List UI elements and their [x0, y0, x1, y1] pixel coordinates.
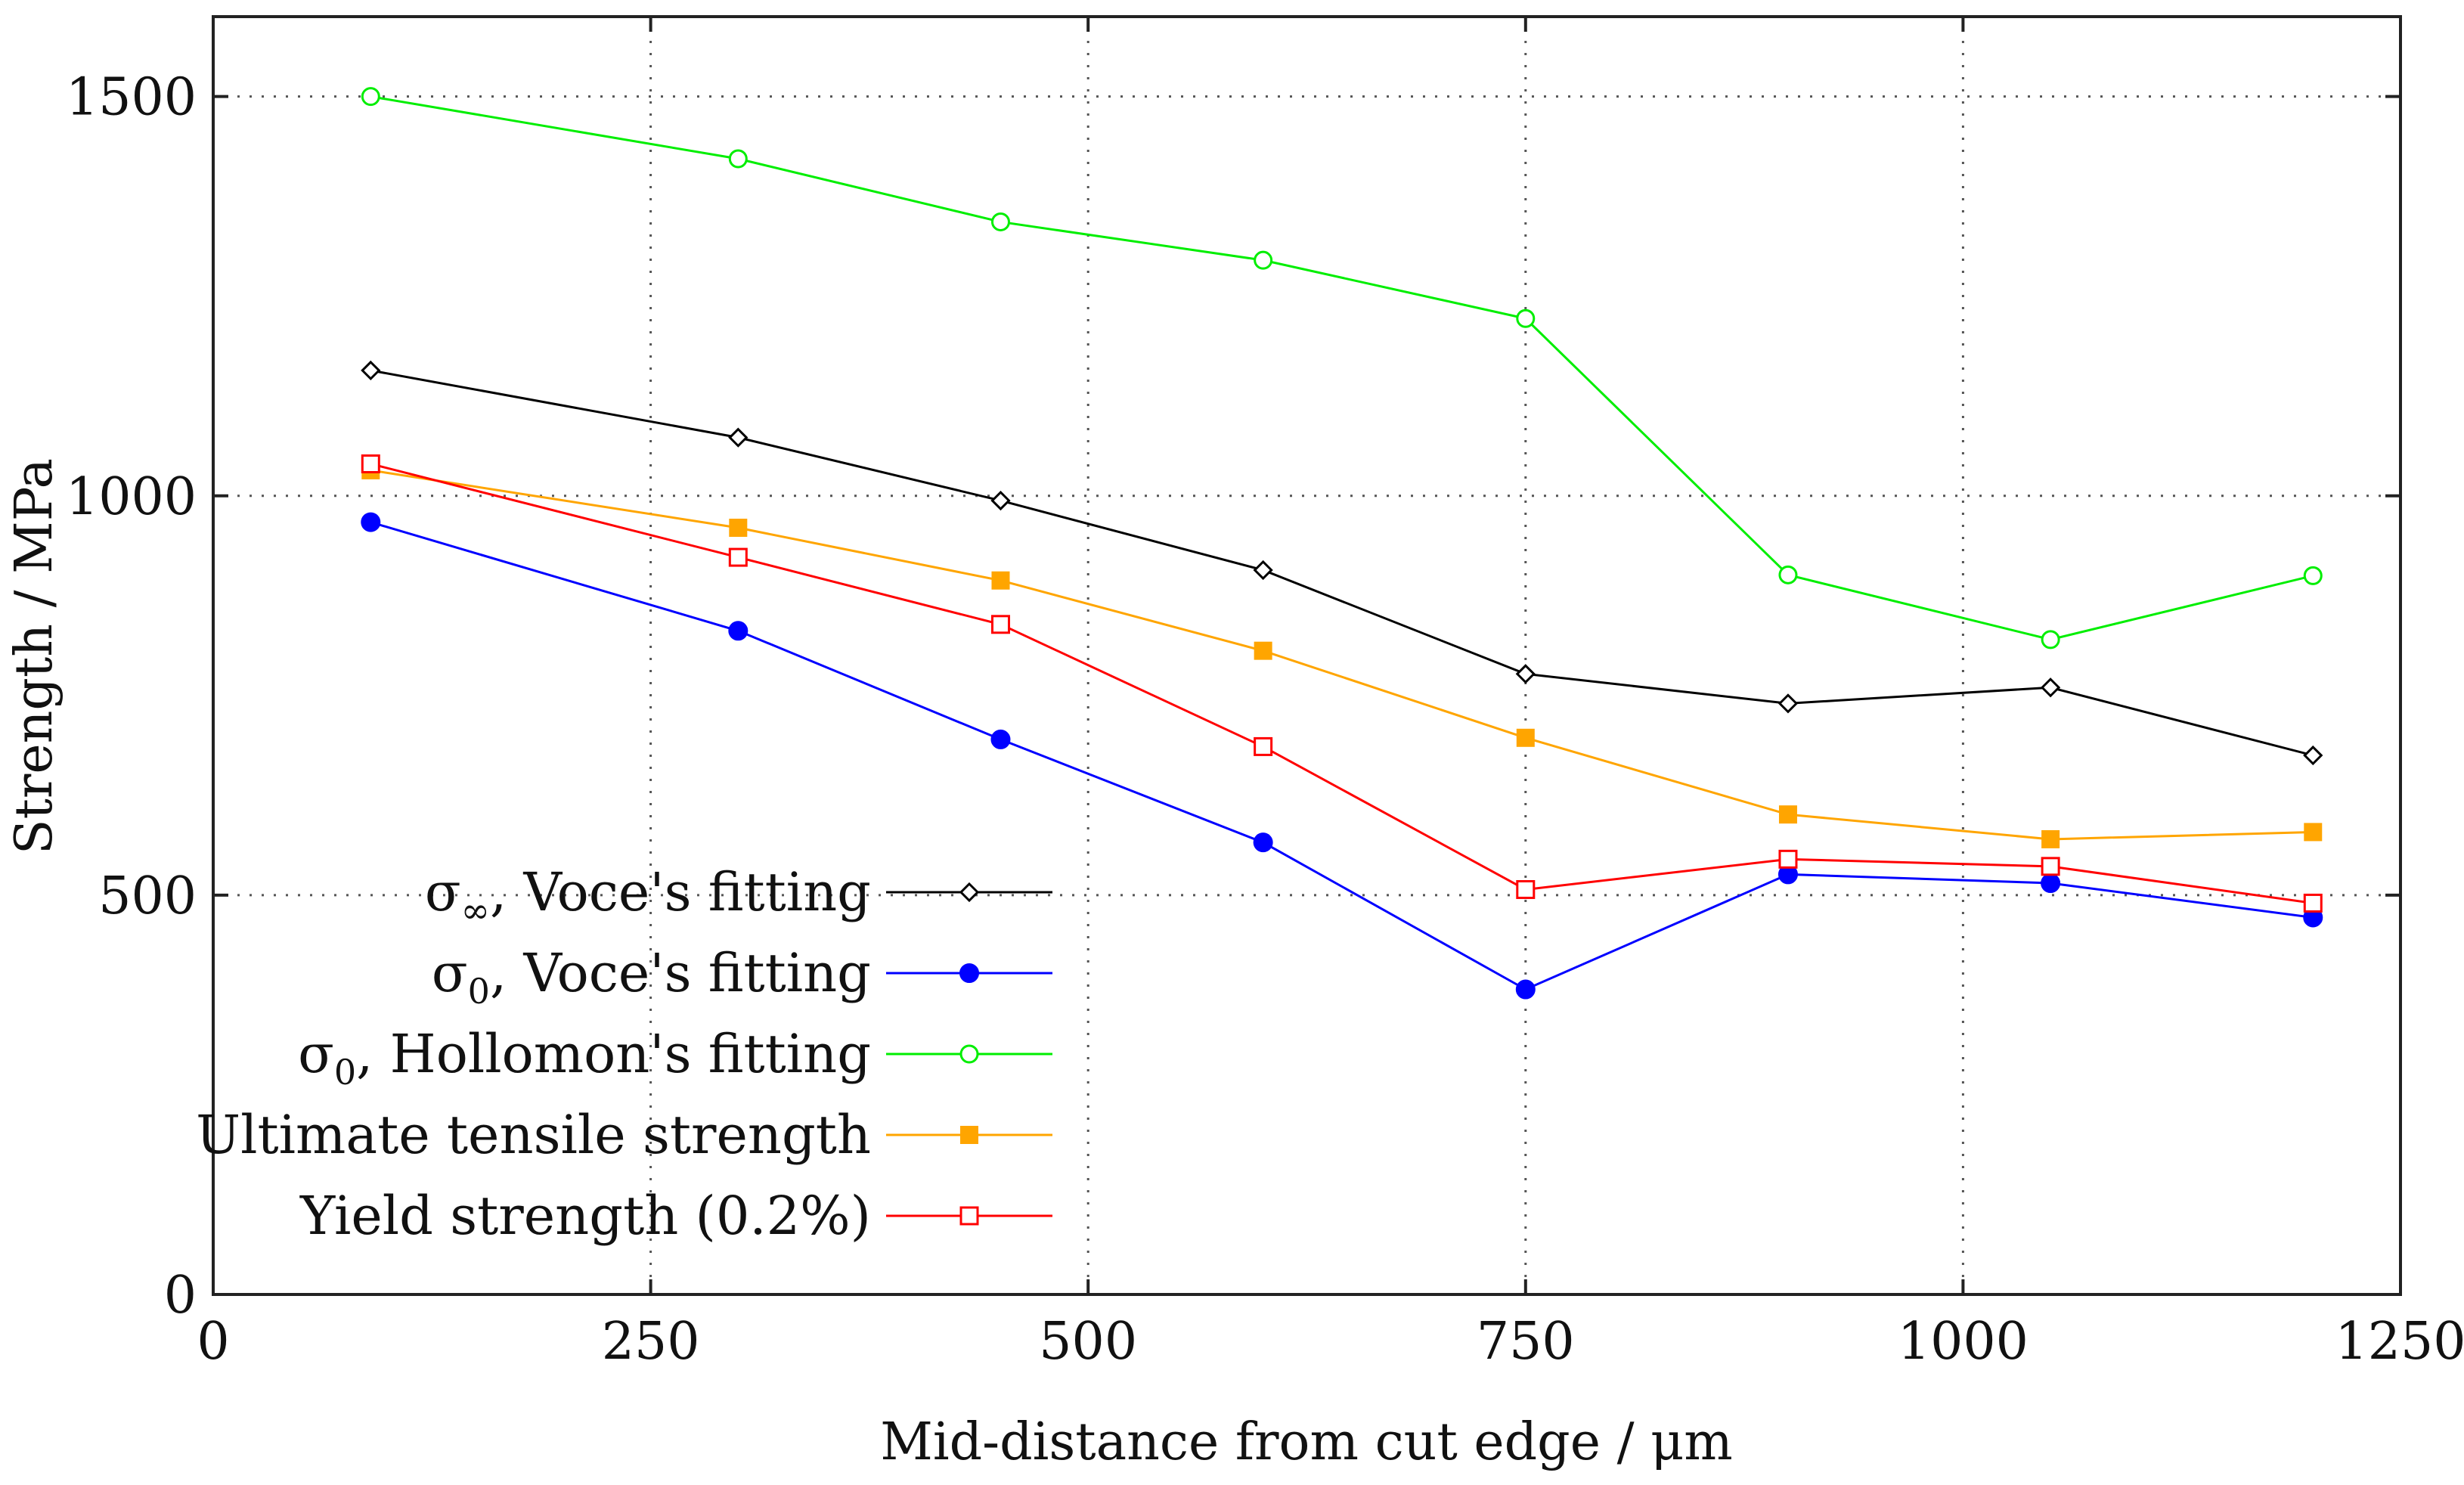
series-4-point-0 [361, 454, 380, 473]
series-3-point-1 [729, 519, 748, 537]
series-4-point-4 [1516, 879, 1536, 899]
axis-ticks: 0 250 500 750 1000 1250 0 500 1000 1500 [66, 17, 2464, 1372]
x-tick-label-0: 0 [197, 1312, 229, 1372]
series-line-2 [370, 95, 2314, 641]
series-2-point-4 [1516, 308, 1536, 328]
legend-entry-2: σ0, Hollomon's fitting [298, 1023, 1052, 1093]
series-1-point-4 [1515, 979, 1536, 1000]
legend-label-3: Ultimate tensile strength [196, 1104, 871, 1166]
series-line-3 [370, 469, 2314, 841]
legend: σ∞, Voce's fitting σ0, Voce's fitting σ0, … [196, 861, 1052, 1247]
x-tick-label-1250: 1250 [2335, 1312, 2464, 1372]
legend-marker-2 [959, 1044, 979, 1064]
series-0-point-2 [990, 490, 1011, 511]
series-0-point-1 [728, 427, 748, 448]
series-4-point-3 [1254, 736, 1273, 756]
legend-label-1: σ0, Voce's fitting [432, 942, 871, 1012]
legend-label-4: Yield strength (0.2%) [299, 1185, 871, 1247]
legend-entry-1: σ0, Voce's fitting [432, 942, 1052, 1012]
legend-marker-4 [959, 1206, 979, 1226]
series-lines [361, 87, 2323, 1000]
legend-marker-3 [960, 1126, 978, 1144]
y-axis-label: Strength / MPa [5, 458, 64, 854]
series-1-point-0 [361, 512, 381, 532]
series-1-point-3 [1253, 832, 1273, 853]
series-1-point-2 [990, 729, 1011, 749]
series-2-point-6 [2041, 630, 2060, 649]
series-2-point-1 [728, 149, 748, 169]
y-tick-label-0: 0 [164, 1266, 197, 1325]
series-0-point-7 [2303, 745, 2323, 766]
series-0-point-6 [2040, 677, 2061, 698]
legend-marker-1 [959, 963, 979, 983]
legend-entry-3: Ultimate tensile strength [196, 1104, 1052, 1166]
y-tick-label-1000: 1000 [66, 467, 197, 527]
series-0-point-3 [1253, 560, 1273, 581]
series-3-point-4 [1516, 728, 1535, 747]
x-tick-label-750: 750 [1477, 1312, 1575, 1372]
series-1 [361, 512, 2323, 1000]
series-3-point-6 [2041, 829, 2060, 848]
x-tick-label-250: 250 [602, 1312, 700, 1372]
series-4-point-2 [990, 615, 1010, 634]
series-0-point-5 [1777, 693, 1799, 714]
series-4 [361, 454, 2323, 913]
series-3-point-3 [1254, 641, 1272, 660]
series-3-point-2 [991, 571, 1010, 590]
series-2-point-7 [2303, 566, 2323, 585]
series-2-point-0 [361, 87, 380, 107]
x-tick-label-500: 500 [1039, 1312, 1137, 1372]
series-4-point-6 [2041, 857, 2060, 876]
series-4-point-5 [1778, 849, 1798, 869]
series-line-4 [370, 463, 2314, 904]
legend-entry-0: σ∞, Voce's fitting [425, 861, 1052, 931]
series-0-point-4 [1515, 664, 1536, 684]
series-4-point-1 [728, 547, 748, 567]
series-3-point-7 [2304, 823, 2323, 842]
legend-marker-0 [959, 882, 980, 903]
series-2-point-5 [1778, 565, 1798, 584]
series-0-point-0 [361, 360, 381, 381]
grid-lines [213, 17, 2400, 1294]
series-line-1 [370, 521, 2314, 991]
series-2-point-3 [1254, 250, 1273, 270]
y-tick-label-1500: 1500 [66, 68, 197, 128]
series-2 [361, 87, 2323, 649]
x-axis-label: Mid-distance from cut edge / μm [880, 1412, 1733, 1472]
series-1-point-6 [2041, 873, 2061, 894]
x-tick-label-1000: 1000 [1898, 1312, 2029, 1372]
y-tick-label-500: 500 [98, 867, 197, 926]
series-line-0 [370, 369, 2314, 757]
series-0 [361, 360, 2323, 766]
legend-entry-4: Yield strength (0.2%) [299, 1185, 1052, 1247]
legend-label-0: σ∞, Voce's fitting [425, 861, 871, 931]
legend-label-2: σ0, Hollomon's fitting [298, 1023, 871, 1093]
series-3-point-5 [1778, 805, 1797, 824]
series-4-point-7 [2303, 893, 2323, 913]
series-1-point-1 [728, 621, 748, 641]
plot-frame [212, 15, 2402, 1296]
series-2-point-2 [990, 212, 1010, 231]
